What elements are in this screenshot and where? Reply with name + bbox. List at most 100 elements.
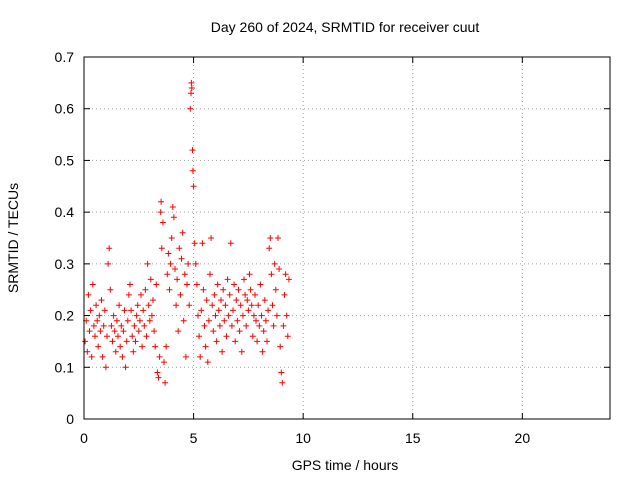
data-point bbox=[275, 235, 281, 241]
data-point bbox=[269, 302, 276, 309]
y-tick-label: 0.1 bbox=[55, 359, 75, 375]
data-point bbox=[247, 286, 254, 293]
data-point bbox=[278, 369, 285, 376]
data-point bbox=[179, 229, 186, 236]
data-point bbox=[117, 343, 124, 350]
data-point bbox=[226, 291, 233, 298]
data-point bbox=[156, 353, 163, 360]
x-tick-label: 20 bbox=[515, 430, 531, 446]
data-point bbox=[115, 333, 121, 340]
data-point bbox=[248, 302, 255, 309]
data-point bbox=[176, 245, 183, 252]
data-point bbox=[111, 328, 118, 335]
data-point bbox=[159, 219, 166, 226]
data-point bbox=[140, 307, 147, 314]
data-point bbox=[123, 338, 130, 345]
data-point bbox=[273, 312, 280, 319]
data-point bbox=[277, 343, 284, 350]
data-point bbox=[280, 322, 287, 329]
data-point bbox=[257, 281, 264, 288]
data-point bbox=[185, 260, 192, 267]
data-point bbox=[162, 379, 169, 386]
data-point bbox=[99, 353, 106, 360]
data-point bbox=[230, 307, 236, 314]
data-point bbox=[86, 328, 93, 335]
data-point bbox=[89, 281, 96, 288]
grid bbox=[84, 57, 610, 419]
data-point bbox=[131, 322, 138, 329]
data-point bbox=[284, 333, 291, 340]
data-point bbox=[142, 286, 149, 293]
data-point bbox=[265, 307, 272, 314]
data-point bbox=[98, 297, 105, 304]
data-point bbox=[243, 322, 250, 329]
data-point bbox=[94, 317, 101, 324]
data-point bbox=[184, 281, 190, 288]
data-point bbox=[231, 281, 238, 288]
data-point bbox=[249, 333, 256, 340]
data-point bbox=[188, 90, 194, 97]
y-tick-label: 0.4 bbox=[55, 204, 75, 220]
data-point bbox=[167, 260, 174, 267]
data-point bbox=[246, 271, 253, 278]
data-point bbox=[135, 328, 142, 335]
data-point bbox=[282, 271, 289, 278]
y-tick-label: 0.5 bbox=[55, 152, 75, 168]
x-tick-label: 5 bbox=[190, 430, 198, 446]
ticks: 0 0.1 0.2 0.3 0.4 0.5 0.6 0.7 0 5 10 15 20 bbox=[55, 49, 610, 446]
data-point bbox=[253, 317, 259, 324]
data-point bbox=[227, 240, 234, 247]
y-tick-label: 0.2 bbox=[55, 308, 75, 324]
data-point bbox=[187, 105, 194, 112]
data-point bbox=[214, 281, 221, 288]
data-point bbox=[154, 369, 161, 376]
data-point bbox=[235, 286, 242, 293]
data-point bbox=[279, 379, 286, 386]
data-point bbox=[178, 255, 185, 262]
data-point bbox=[200, 286, 207, 293]
data-point bbox=[218, 297, 224, 304]
data-point bbox=[197, 353, 204, 360]
data-point bbox=[100, 322, 107, 329]
data-point bbox=[129, 333, 136, 340]
data-point bbox=[224, 276, 231, 283]
data-point bbox=[113, 317, 120, 324]
y-tick-label: 0.3 bbox=[55, 256, 75, 272]
data-point bbox=[207, 271, 213, 278]
data-point bbox=[85, 291, 92, 298]
data-point bbox=[239, 312, 246, 319]
data-point bbox=[125, 291, 132, 298]
data-point bbox=[241, 276, 247, 283]
data-point bbox=[121, 307, 128, 314]
data-point bbox=[151, 328, 158, 335]
data-point bbox=[196, 333, 203, 340]
data-point bbox=[237, 302, 244, 309]
data-point bbox=[252, 291, 258, 298]
data-point bbox=[236, 328, 243, 335]
data-point bbox=[164, 271, 171, 278]
data-point bbox=[228, 322, 235, 329]
data-point bbox=[262, 317, 269, 324]
data-point bbox=[276, 266, 283, 272]
data-point bbox=[161, 359, 167, 366]
data-point bbox=[272, 286, 279, 293]
data-point bbox=[268, 271, 275, 278]
data-point bbox=[84, 348, 91, 355]
data-point bbox=[134, 302, 141, 309]
data-point bbox=[192, 260, 199, 267]
data-point bbox=[152, 343, 159, 350]
data-point bbox=[204, 359, 211, 366]
data-point bbox=[261, 297, 268, 304]
y-tick-label: 0 bbox=[66, 411, 74, 427]
data-point bbox=[232, 338, 239, 345]
data-point bbox=[128, 307, 135, 314]
data-point bbox=[238, 348, 245, 355]
data-point bbox=[219, 348, 226, 355]
data-point bbox=[158, 245, 165, 252]
data-point bbox=[188, 79, 195, 86]
data-point bbox=[180, 317, 187, 324]
data-point bbox=[256, 322, 263, 329]
data-point bbox=[181, 271, 188, 278]
data-point bbox=[144, 260, 151, 267]
